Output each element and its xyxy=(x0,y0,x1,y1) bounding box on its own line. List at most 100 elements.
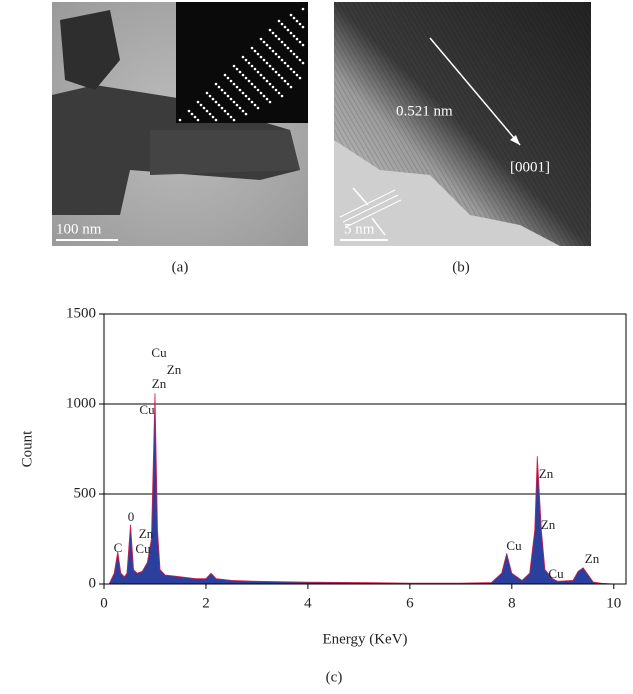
diffraction-spot xyxy=(244,58,248,62)
diffraction-spot xyxy=(268,82,272,86)
peak-label: C xyxy=(114,540,123,555)
diffraction-spot xyxy=(229,115,233,119)
diffraction-spot xyxy=(262,40,266,44)
diffraction-spot xyxy=(196,118,200,122)
diffraction-spot xyxy=(259,91,263,95)
peak-label: Zn xyxy=(167,362,182,377)
panel-label: (c) xyxy=(326,669,343,685)
y-tick-label: 0 xyxy=(89,575,97,591)
diffraction-spot xyxy=(244,112,248,116)
diffraction-spot xyxy=(205,91,209,95)
x-tick-label: 2 xyxy=(202,595,210,611)
diffraction-spot xyxy=(229,79,233,83)
x-tick-label: 4 xyxy=(304,595,312,611)
diffraction-spot xyxy=(244,76,248,80)
diffraction-spot xyxy=(271,31,275,35)
diffraction-spot xyxy=(286,82,290,86)
peak-label: Zn xyxy=(539,466,554,481)
diffraction-spot xyxy=(277,37,281,41)
diffraction-spot xyxy=(241,109,245,113)
diffraction-spot xyxy=(301,43,305,47)
peak-label: Cu xyxy=(139,402,155,417)
diffraction-spot xyxy=(214,100,218,104)
diffraction-spot xyxy=(256,70,260,74)
diffraction-spot xyxy=(256,88,260,92)
diffraction-spot xyxy=(298,58,302,62)
diffraction-spot xyxy=(244,94,248,98)
diffraction-spot xyxy=(259,55,263,59)
x-tick-label: 0 xyxy=(100,595,108,611)
diffraction-spot xyxy=(280,22,284,26)
x-tick-label: 10 xyxy=(606,595,621,611)
x-tick-label: 6 xyxy=(406,595,414,611)
diffraction-spot xyxy=(259,73,263,77)
diffraction-spot xyxy=(256,52,260,56)
diffraction-spot xyxy=(214,82,218,86)
diffraction-spot xyxy=(214,118,218,122)
diffraction-spot xyxy=(274,52,278,56)
diffraction-spot xyxy=(268,46,272,50)
diffraction-spot xyxy=(295,37,299,41)
diffraction-spot xyxy=(289,85,293,89)
diffraction-spot xyxy=(208,94,212,98)
diffraction-spot xyxy=(253,85,257,89)
diffraction-spot xyxy=(265,97,269,101)
diffraction-spot xyxy=(295,19,299,23)
scale-bar-label: 100 nm xyxy=(56,221,102,237)
peak-label: 0 xyxy=(128,509,135,524)
diffraction-spot xyxy=(274,88,278,92)
diffraction-spot xyxy=(283,43,287,47)
diffraction-spot xyxy=(211,97,215,101)
diffraction-spot xyxy=(265,43,269,47)
diffraction-spot xyxy=(283,79,287,83)
diffraction-spot xyxy=(262,76,266,80)
diffraction-spot xyxy=(280,58,284,62)
diffraction-spot xyxy=(232,118,236,122)
diffraction-spot xyxy=(253,67,257,71)
diffraction-spot xyxy=(292,70,296,74)
diffraction-spot xyxy=(178,118,182,122)
diffraction-spot xyxy=(232,100,236,104)
diffraction-spot xyxy=(211,115,215,119)
peak-label: Zn xyxy=(585,551,600,566)
diffraction-spot xyxy=(202,106,206,110)
diffraction-spot xyxy=(295,55,299,59)
diffraction-spot xyxy=(223,91,227,95)
diffraction-spot xyxy=(250,64,254,68)
peak-label: Cu xyxy=(506,538,522,553)
diffraction-spot xyxy=(277,55,281,59)
x-tick-label: 8 xyxy=(508,595,516,611)
diffraction-spot xyxy=(271,85,275,89)
diffraction-spot xyxy=(241,91,245,95)
lattice-spacing: 0.521 nm xyxy=(396,103,453,119)
diffraction-spot xyxy=(226,94,230,98)
diffraction-spot xyxy=(265,79,269,83)
diffraction-spot xyxy=(286,28,290,32)
diffraction-spot xyxy=(289,31,293,35)
diffraction-spot xyxy=(268,28,272,32)
diffraction-spot xyxy=(280,76,284,80)
diffraction-spot xyxy=(250,82,254,86)
peak-label: Zn xyxy=(152,376,167,391)
y-tick-label: 500 xyxy=(74,485,97,501)
diffraction-spot xyxy=(223,73,227,77)
diffraction-spot xyxy=(220,88,224,92)
diffraction-spot xyxy=(271,49,275,53)
diffraction-spot xyxy=(241,73,245,77)
diffraction-spot xyxy=(247,61,251,65)
hrtem-image-b xyxy=(334,2,591,246)
diffraction-spot xyxy=(286,64,290,68)
diffraction-spot xyxy=(250,46,254,50)
diffraction-spot xyxy=(280,94,284,98)
diffraction-spot xyxy=(274,70,278,74)
peak-label: Cu xyxy=(548,566,564,581)
diffraction-spot xyxy=(268,100,272,104)
diffraction-spot xyxy=(220,106,224,110)
scale-bar-label: 5 nm xyxy=(344,221,375,237)
diffraction-spot xyxy=(301,61,305,65)
diffraction-spot xyxy=(298,40,302,44)
diffraction-spot xyxy=(283,61,287,65)
diffraction-spot xyxy=(235,85,239,89)
spectrum-area xyxy=(108,393,614,585)
